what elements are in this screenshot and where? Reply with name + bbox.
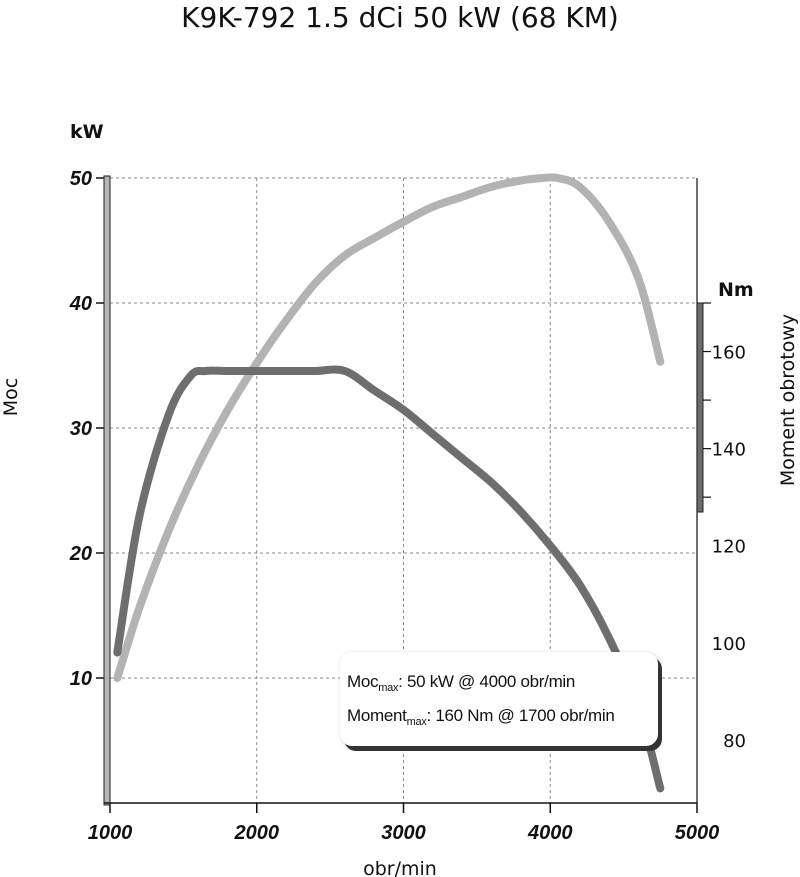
max-values-box: Mocmax: 50 kW @ 4000 obr/min Momentmax: … [340, 652, 658, 746]
x-axis-label: obr/min [363, 858, 437, 877]
right-tick-label: 140 [712, 440, 746, 461]
grid [110, 177, 697, 803]
y-tick-label: 50 [70, 168, 92, 190]
right-axis-bar [696, 302, 704, 513]
torque-curve [113, 365, 665, 793]
y-tick-label: 10 [70, 668, 92, 690]
y-tick-label: 30 [70, 418, 92, 440]
x-tick-label: 4000 [527, 822, 573, 844]
max-torque-line: Momentmax: 160 Nm @ 1700 obr/min [347, 706, 615, 728]
right-axis-label: Moment obrotowy [777, 314, 799, 486]
series [113, 173, 665, 793]
right-tick-label: 120 [712, 537, 746, 558]
x-tick-label: 1000 [88, 822, 133, 844]
chart-title: K9K-792 1.5 dCi 50 kW (68 KM) [181, 1, 619, 34]
x-tick-label: 2000 [234, 822, 280, 844]
right-tick-label: 160 [712, 343, 746, 364]
right-tick-label: 80 [723, 731, 746, 752]
max-power-line: Mocmax: 50 kW @ 4000 obr/min [347, 672, 576, 694]
labels: 10 20 30 40 50 1000 2000 3000 4000 5000 80 100 120 14… [0, 121, 799, 877]
axes [96, 175, 711, 813]
right-tick-label: 100 [712, 634, 746, 655]
left-axis-bar [103, 175, 111, 806]
x-tick-label: 3000 [381, 822, 426, 844]
x-tick-label: 5000 [675, 822, 720, 844]
y-tick-label: 40 [69, 293, 92, 315]
left-axis-unit: kW [70, 121, 104, 143]
right-axis-unit: Nm [718, 279, 754, 301]
left-axis-label: Moc [0, 378, 22, 416]
power-curve [113, 173, 665, 682]
y-tick-label: 20 [69, 543, 92, 565]
